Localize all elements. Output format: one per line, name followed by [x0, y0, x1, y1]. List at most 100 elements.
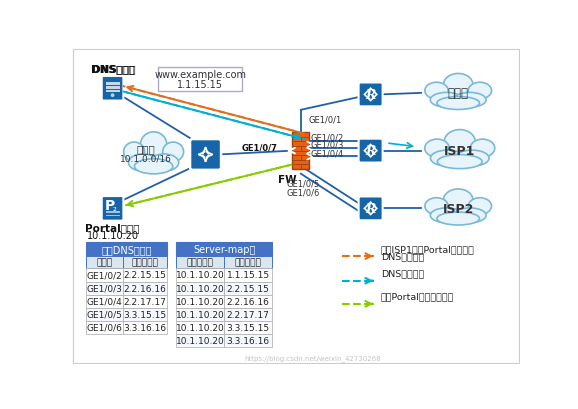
FancyBboxPatch shape	[86, 321, 123, 334]
Text: 10.1.10.20: 10.1.10.20	[176, 310, 224, 319]
FancyBboxPatch shape	[176, 321, 224, 334]
FancyBboxPatch shape	[358, 83, 383, 107]
FancyBboxPatch shape	[123, 295, 167, 308]
Ellipse shape	[454, 93, 486, 108]
Ellipse shape	[437, 97, 480, 110]
Text: GE1/0/3: GE1/0/3	[87, 284, 123, 293]
Ellipse shape	[150, 155, 179, 172]
Text: GE1/0/1: GE1/0/1	[309, 115, 342, 124]
Ellipse shape	[431, 151, 465, 167]
Text: 2.2.17.17: 2.2.17.17	[124, 297, 166, 306]
Ellipse shape	[430, 209, 463, 223]
Text: www.example.com: www.example.com	[154, 70, 246, 80]
FancyBboxPatch shape	[176, 269, 224, 282]
FancyBboxPatch shape	[176, 256, 224, 269]
Text: 2.2.17.17: 2.2.17.17	[227, 310, 269, 319]
FancyBboxPatch shape	[358, 139, 383, 163]
Text: 智能DNS映射表: 智能DNS映射表	[101, 245, 152, 254]
Text: 10.1.10.20: 10.1.10.20	[176, 284, 224, 293]
FancyBboxPatch shape	[224, 269, 272, 282]
FancyBboxPatch shape	[123, 256, 167, 269]
Ellipse shape	[470, 140, 495, 158]
Text: 出接口: 出接口	[97, 258, 113, 267]
Bar	[106, 87, 120, 90]
Text: 10.1.10.20: 10.1.10.20	[176, 271, 224, 280]
Ellipse shape	[437, 213, 480, 225]
Ellipse shape	[128, 155, 158, 172]
Text: 映射后地址: 映射后地址	[132, 258, 158, 267]
Text: 10.1.10.20: 10.1.10.20	[176, 297, 224, 306]
Text: ISP1: ISP1	[444, 145, 476, 158]
Bar	[106, 215, 120, 216]
Text: GE1/0/2: GE1/0/2	[87, 271, 123, 280]
FancyBboxPatch shape	[224, 321, 272, 334]
Text: GE1/0/6: GE1/0/6	[87, 323, 123, 332]
Bar	[106, 91, 120, 93]
Text: 访问Portal服务器的报文: 访问Portal服务器的报文	[381, 292, 454, 301]
Text: DNS服务器: DNS服务器	[91, 64, 135, 74]
FancyBboxPatch shape	[86, 256, 123, 269]
Text: P: P	[105, 199, 116, 213]
Text: R: R	[365, 202, 376, 215]
Text: R: R	[365, 145, 376, 158]
Text: Server-map表: Server-map表	[193, 245, 255, 254]
Text: Portal服务器: Portal服务器	[86, 222, 140, 233]
Text: 10.1.0.0/16: 10.1.0.0/16	[120, 155, 172, 164]
Ellipse shape	[443, 74, 473, 97]
Text: DNS服务器: DNS服务器	[91, 64, 134, 74]
FancyBboxPatch shape	[123, 282, 167, 295]
FancyBboxPatch shape	[123, 269, 167, 282]
FancyBboxPatch shape	[224, 308, 272, 321]
Ellipse shape	[454, 209, 486, 223]
Text: GE1/0/4: GE1/0/4	[87, 297, 123, 306]
FancyBboxPatch shape	[102, 197, 123, 221]
FancyBboxPatch shape	[224, 282, 272, 295]
Circle shape	[110, 94, 114, 98]
Ellipse shape	[430, 93, 463, 108]
Text: 2.2.16.16: 2.2.16.16	[227, 297, 269, 306]
Text: R: R	[365, 89, 376, 102]
Text: 3.3.15.15: 3.3.15.15	[124, 310, 166, 319]
Text: DNS请求报文: DNS请求报文	[381, 252, 424, 261]
Text: 校园网: 校园网	[136, 144, 155, 154]
Text: GE1/0/6: GE1/0/6	[287, 188, 320, 197]
Text: 1.1.15.15: 1.1.15.15	[177, 79, 223, 90]
Ellipse shape	[444, 130, 475, 154]
Text: GE1/0/7: GE1/0/7	[242, 144, 277, 153]
Ellipse shape	[425, 198, 448, 215]
Ellipse shape	[468, 83, 491, 100]
Text: https://blog.csdn.net/weixin_42730268: https://blog.csdn.net/weixin_42730268	[244, 355, 381, 361]
FancyBboxPatch shape	[123, 321, 167, 334]
Text: 转换后地址: 转换后地址	[235, 258, 262, 267]
FancyBboxPatch shape	[102, 77, 123, 101]
Ellipse shape	[438, 155, 482, 169]
FancyBboxPatch shape	[224, 256, 272, 269]
Text: 转换前地址: 转换前地址	[187, 258, 213, 267]
Text: ISP2: ISP2	[443, 202, 474, 215]
Ellipse shape	[140, 133, 167, 158]
FancyBboxPatch shape	[86, 282, 123, 295]
Text: 2.2.15.15: 2.2.15.15	[227, 284, 269, 293]
FancyBboxPatch shape	[176, 243, 272, 256]
Text: GE1/0/3: GE1/0/3	[310, 140, 343, 149]
Text: 2.2.16.16: 2.2.16.16	[124, 284, 166, 293]
FancyBboxPatch shape	[176, 282, 224, 295]
Ellipse shape	[124, 143, 144, 162]
FancyBboxPatch shape	[158, 68, 242, 91]
Text: 2.2.15.15: 2.2.15.15	[124, 271, 166, 280]
FancyBboxPatch shape	[86, 295, 123, 308]
Text: GE1/0/2: GE1/0/2	[310, 133, 343, 142]
FancyBboxPatch shape	[86, 269, 123, 282]
FancyBboxPatch shape	[358, 197, 383, 221]
Ellipse shape	[443, 189, 473, 211]
Ellipse shape	[455, 151, 489, 167]
Text: ₂: ₂	[113, 202, 117, 212]
Text: DNS响应报文: DNS响应报文	[381, 269, 424, 278]
Bar	[292, 133, 309, 170]
FancyBboxPatch shape	[224, 295, 272, 308]
Text: 3.3.16.16: 3.3.16.16	[124, 323, 166, 332]
Ellipse shape	[425, 140, 449, 158]
FancyBboxPatch shape	[176, 334, 224, 347]
Text: 10.1.10.20: 10.1.10.20	[87, 230, 139, 240]
FancyBboxPatch shape	[123, 308, 167, 321]
